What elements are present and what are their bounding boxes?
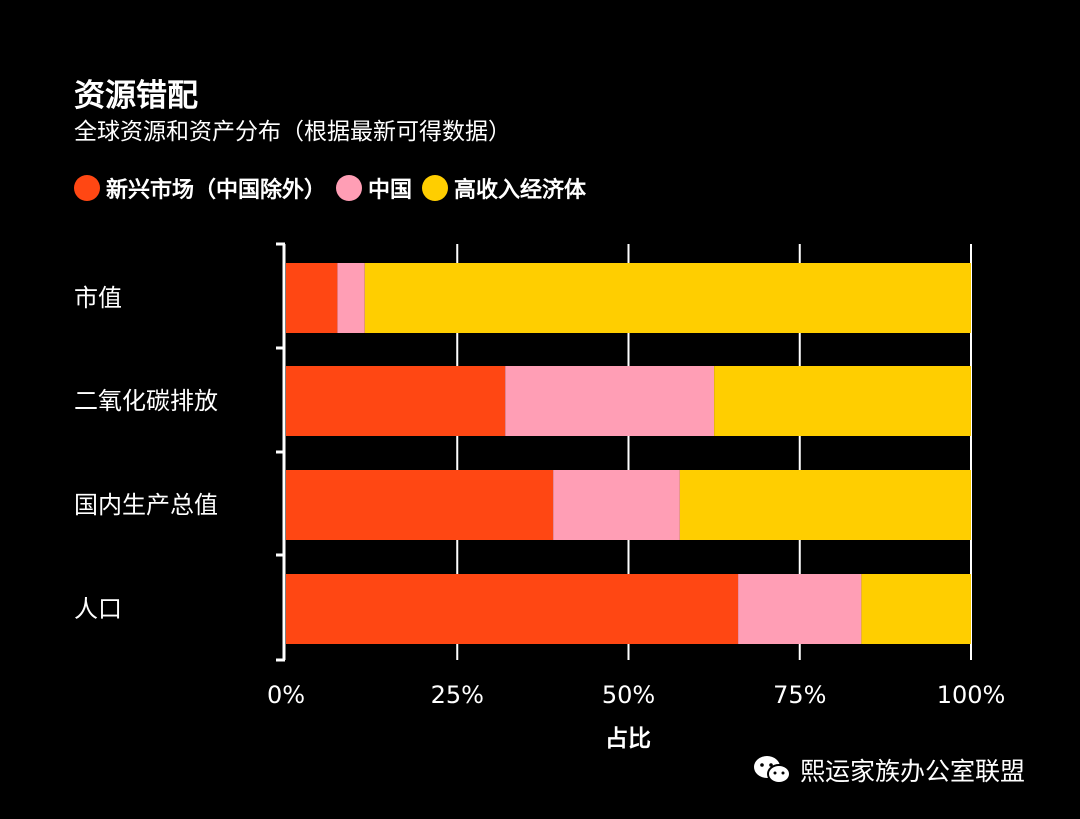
legend-item-china: 中国: [336, 172, 412, 204]
chart-title: 资源错配: [74, 78, 198, 114]
watermark: 熙运家族办公室联盟: [752, 752, 1025, 788]
x-tick-label-3: 75%: [773, 681, 826, 709]
legend-swatch-emerging: [74, 175, 100, 201]
x-tick-label-2: 50%: [602, 681, 655, 709]
legend-label-emerging: 新兴市场（中国除外）: [106, 178, 327, 203]
legend-swatch-high-income: [422, 175, 449, 201]
chart-subtitle: 全球资源和资产分布（根据最新可得数据）: [74, 119, 511, 145]
bar-3-0: [286, 574, 739, 644]
bar-3-1: [738, 574, 862, 644]
bar-0-1: [337, 263, 365, 333]
bar-2-1: [553, 470, 680, 540]
bar-1-1: [505, 366, 715, 436]
legend-swatch-china: [336, 175, 363, 201]
x-tick-label-4: 100%: [937, 681, 1006, 709]
bar-0-2: [364, 263, 971, 333]
wechat-icon: [754, 756, 791, 784]
category-label-1: 二氧化碳排放: [74, 387, 218, 415]
category-label-3: 人口: [74, 595, 122, 623]
bar-0-0: [286, 263, 338, 333]
bar-1-0: [286, 366, 506, 436]
bar-2-0: [286, 470, 554, 540]
x-tick-label-1: 25%: [431, 681, 484, 709]
legend-item-high-income: 高收入经济体: [422, 172, 586, 204]
watermark-text: 熙运家族办公室联盟: [800, 757, 1026, 786]
legend-item-emerging: 新兴市场（中国除外）: [74, 172, 326, 204]
bar-2-2: [679, 470, 971, 540]
bar-3-2: [861, 574, 971, 644]
bar-1-2: [714, 366, 971, 436]
category-label-0: 市值: [74, 284, 122, 312]
legend-label-china: 中国: [368, 178, 413, 203]
x-axis-title: 占比: [605, 726, 651, 752]
x-tick-label-0: 0%: [267, 681, 305, 709]
legend-label-high-income: 高收入经济体: [454, 178, 587, 203]
category-label-2: 国内生产总值: [74, 491, 218, 519]
legend: 新兴市场（中国除外） 中国 高收入经济体: [74, 172, 596, 204]
